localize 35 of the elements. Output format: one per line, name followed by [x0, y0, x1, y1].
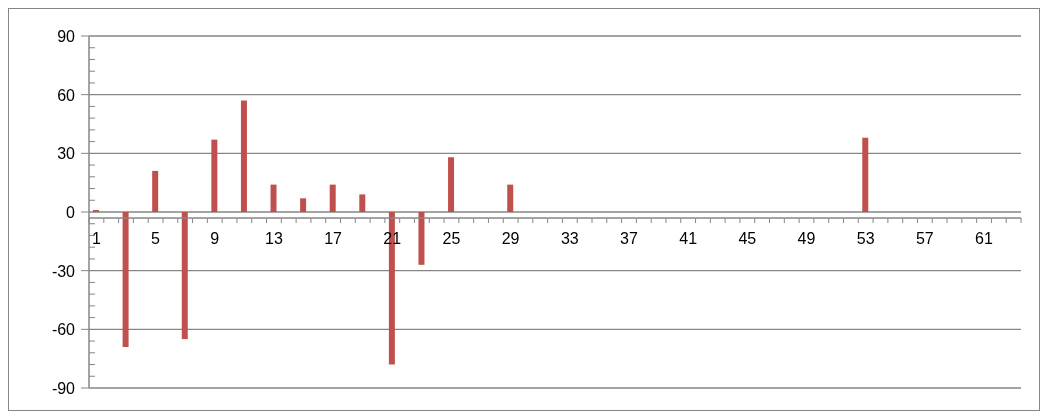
x-tick-label: 33 — [560, 230, 579, 247]
bar — [181, 212, 188, 340]
y-tick-label: -30 — [51, 262, 76, 280]
bar — [418, 212, 425, 265]
y-tick-label: 0 — [66, 204, 76, 221]
x-tick-label: 13 — [265, 230, 283, 247]
x-tick-label: 61 — [975, 230, 994, 247]
x-tick-label: 25 — [442, 230, 461, 247]
x-tick-label: 57 — [915, 230, 934, 247]
bar — [270, 184, 277, 212]
y-tick-label: 90 — [57, 28, 76, 45]
x-tick-label: 9 — [210, 230, 220, 247]
bar — [122, 212, 129, 347]
x-tick-label: 1 — [91, 230, 101, 247]
x-tick-label: 29 — [501, 230, 520, 247]
x-tick-label: 41 — [679, 230, 698, 247]
x-tick-label: 53 — [856, 230, 875, 247]
bar — [359, 194, 366, 212]
bar — [152, 170, 159, 212]
bar — [300, 198, 307, 212]
bar — [329, 184, 336, 212]
y-tick-label: 60 — [57, 86, 76, 104]
x-tick-label: 45 — [738, 230, 757, 247]
y-tick-label: 30 — [57, 145, 76, 163]
x-tick-label: 37 — [620, 230, 638, 247]
bar — [448, 157, 455, 212]
x-tick-label: 49 — [797, 230, 816, 247]
bar — [211, 139, 218, 212]
bar — [862, 137, 869, 212]
y-tick-label: -90 — [51, 380, 76, 397]
x-tick-label: 5 — [151, 230, 161, 247]
bar — [507, 184, 514, 212]
x-tick-label: 17 — [324, 230, 343, 247]
bar — [240, 100, 247, 212]
y-tick-label: -60 — [51, 321, 76, 339]
